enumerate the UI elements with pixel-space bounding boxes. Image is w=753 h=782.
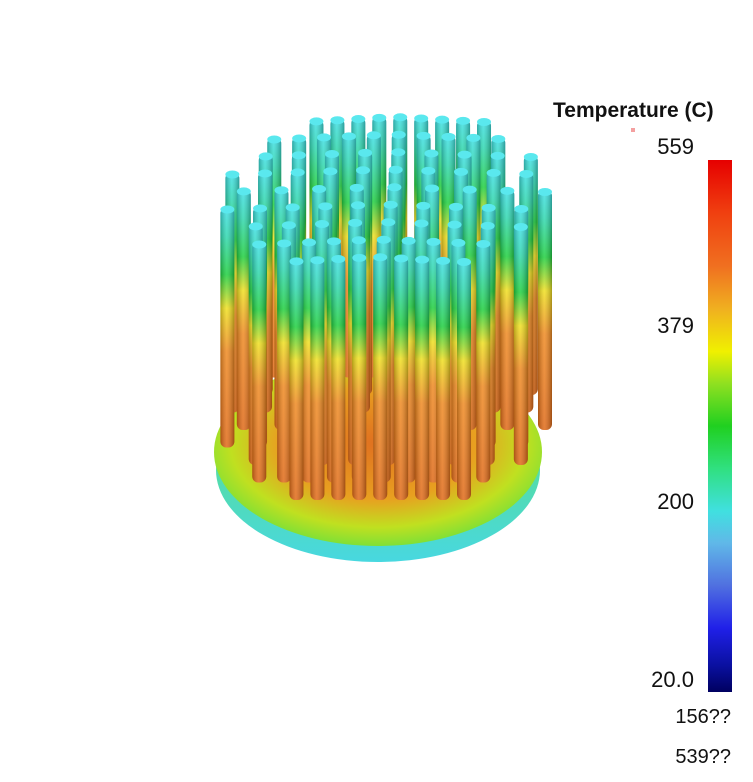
- legend-max-label: 559: [657, 134, 694, 159]
- marker-dot: [631, 128, 635, 132]
- legend-footer-line1: 156??: [675, 706, 731, 728]
- pin: [331, 255, 346, 500]
- pin: [457, 258, 472, 500]
- pin: [289, 257, 304, 500]
- pin: [394, 254, 409, 500]
- pin: [236, 187, 251, 430]
- pin-array: [220, 113, 552, 500]
- pin: [513, 223, 528, 465]
- pin: [500, 186, 515, 430]
- pin: [373, 253, 388, 500]
- legend-title: Temperature (C): [553, 99, 714, 122]
- pin: [538, 188, 552, 430]
- pin: [252, 240, 267, 483]
- color-scale-bar: [708, 160, 732, 692]
- legend-mid-high-label: 379: [657, 313, 694, 338]
- pin: [277, 239, 292, 483]
- pin: [220, 205, 235, 448]
- legend-mid-low-label: 200: [657, 489, 694, 514]
- legend-min-label: 20.0: [651, 667, 694, 692]
- legend-footer-line2: 539??: [675, 746, 731, 768]
- pin: [436, 256, 451, 500]
- pin: [352, 253, 367, 500]
- pin: [415, 255, 430, 500]
- pin: [476, 239, 491, 483]
- pin: [310, 256, 325, 500]
